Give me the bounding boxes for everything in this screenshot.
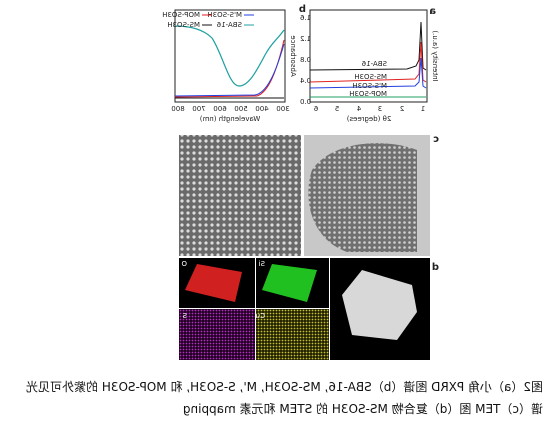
tem-particle — [308, 143, 417, 252]
map-image — [179, 309, 255, 360]
map-image — [256, 309, 329, 360]
x-tick-label: 300 — [276, 105, 289, 113]
y-tick-label: 0.0 — [300, 98, 311, 106]
curve-label: MOP-SO3H — [349, 90, 387, 98]
map-signal — [185, 264, 242, 302]
curve — [309, 57, 427, 89]
y-label: Intensity (a.u.) — [431, 30, 439, 82]
x-tick-label: 400 — [255, 105, 268, 113]
panel-b: b Absorbance 0.0 0.4 0.8 1.2 1.6 300 400… — [162, 4, 311, 123]
panel-d: d Si O Cu S — [179, 258, 439, 360]
x-tick-label: 1 — [421, 105, 425, 113]
panel-a: a Intensity (a.u.) 1 2 3 4 5 6 2θ (degre… — [309, 6, 439, 123]
legend-label: SBA-16 — [216, 21, 242, 29]
x-tick-label: 700 — [192, 105, 205, 113]
panel-c: c — [179, 134, 439, 256]
y-tick-label: 0.4 — [299, 77, 311, 85]
x-ticks: 300 400 500 600 700 800 — [171, 105, 289, 113]
x-label: 2θ (degrees) — [346, 115, 391, 123]
curve — [309, 21, 427, 71]
tem-image — [179, 135, 301, 256]
map-label: Si — [259, 260, 265, 268]
x-tick-label: 600 — [213, 105, 226, 113]
y-tick-label: 0.8 — [300, 56, 311, 64]
x-tick-label: 3 — [378, 105, 382, 113]
curve-label: M'S-SO3H — [352, 82, 387, 90]
panel-label: c — [433, 134, 439, 145]
x-tick-label: 2 — [400, 105, 404, 113]
x-tick-label: 800 — [171, 105, 184, 113]
curve-label: MS-SO3H — [354, 73, 387, 81]
legend-label: M'S-SO3H — [207, 11, 242, 19]
x-tick-label: 6 — [313, 105, 318, 113]
legend-label: MS-SO3H — [167, 21, 200, 29]
x-tick-label: 4 — [356, 105, 361, 113]
y-ticks: 0.0 0.4 0.8 1.2 1.6 — [299, 14, 311, 106]
curve-label: SBA-16 — [361, 60, 387, 68]
y-tick-label: 1.2 — [300, 35, 311, 43]
y-tick-label: 1.6 — [299, 14, 311, 22]
curve — [174, 39, 285, 98]
x-tick-label: 500 — [234, 105, 247, 113]
curve — [174, 25, 285, 87]
curve — [309, 41, 427, 83]
y-label: Absorbance — [289, 35, 297, 76]
x-label: Wavelength (nm) — [199, 115, 260, 123]
map-signal — [262, 264, 317, 302]
stem-particle — [342, 270, 417, 340]
plot-frame — [309, 9, 428, 103]
panel-label: a — [429, 6, 436, 17]
panel-label: d — [432, 262, 439, 273]
plot-frame — [174, 9, 286, 103]
caption-line: 谱（c）TEM 图（d）复合物 MS-SO3H 的 STEM 和元素 mappi… — [183, 401, 543, 416]
map-label: S — [182, 312, 187, 320]
panel-label: b — [299, 4, 306, 15]
map-label: O — [181, 260, 187, 268]
legend: M'S-SO3H MOP-SO3H SBA-16 MS-SO3H — [162, 11, 254, 29]
caption-line: 图2（a）小角 PXRD 图谱（b）SBA-16, MS-SO3H, M', S… — [26, 379, 543, 394]
x-ticks: 1 2 3 4 5 6 — [313, 105, 425, 113]
curve — [174, 43, 285, 97]
x-tick-label: 5 — [335, 105, 339, 113]
legend-label: MOP-SO3H — [162, 11, 200, 19]
map-label: Cu — [256, 312, 265, 320]
